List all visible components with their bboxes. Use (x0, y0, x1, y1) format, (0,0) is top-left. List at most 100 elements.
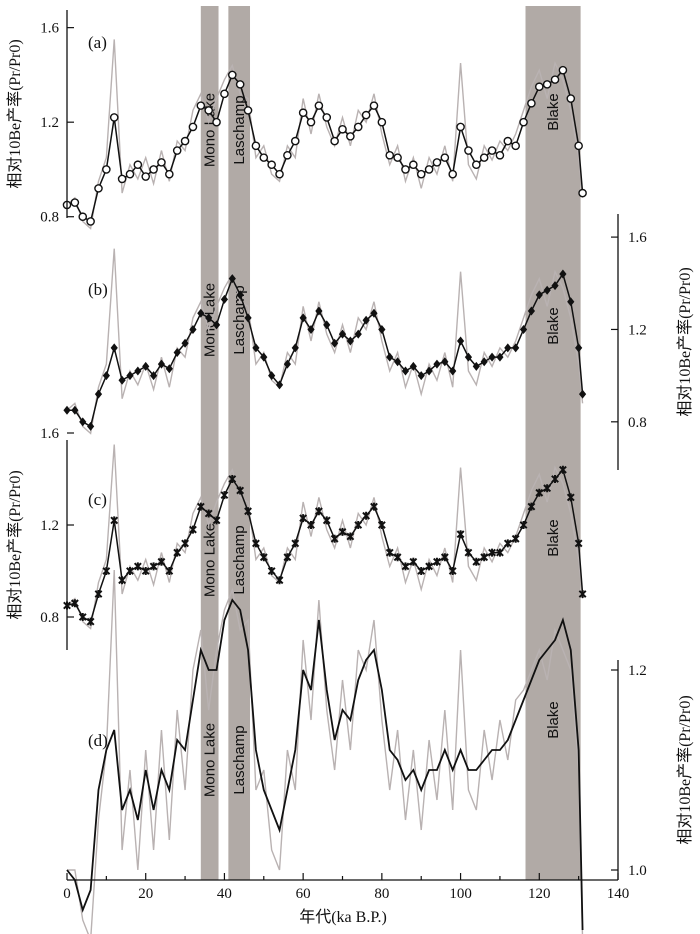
data-point (267, 160, 276, 170)
data-point (315, 306, 323, 316)
data-point (574, 539, 583, 548)
y-tick-label: 1.2 (628, 322, 647, 338)
data-point (578, 389, 587, 399)
data-point (243, 106, 253, 115)
data-point (385, 548, 394, 557)
data-point (346, 532, 355, 541)
event-label: Mono Lake (202, 523, 219, 597)
data-point (141, 172, 151, 181)
data-point (488, 352, 496, 362)
data-point (496, 548, 504, 557)
data-point (409, 557, 418, 566)
data-point (94, 590, 103, 598)
data-point (346, 336, 354, 346)
data-point (86, 217, 95, 226)
data-point (527, 502, 536, 511)
raw-series-line (66, 248, 584, 435)
data-point (227, 70, 237, 80)
data-point (259, 553, 268, 562)
data-point (86, 617, 95, 626)
data-point (566, 94, 576, 103)
data-point (558, 465, 567, 474)
data-point (511, 534, 520, 543)
data-point (173, 348, 181, 358)
data-point (125, 169, 135, 179)
data-point (275, 169, 284, 179)
data-point (196, 502, 205, 511)
data-point (188, 122, 198, 132)
data-point (575, 343, 583, 353)
data-point (370, 502, 378, 511)
data-point (535, 290, 543, 300)
data-point (267, 567, 276, 575)
data-point (149, 165, 158, 174)
data-point (291, 539, 300, 548)
data-point (314, 507, 323, 516)
data-point (141, 567, 150, 575)
y-tick-label: 1.2 (628, 663, 647, 679)
data-point (275, 576, 284, 585)
smoothed-series-line (67, 272, 584, 428)
data-point (102, 371, 110, 381)
data-point (102, 567, 111, 575)
data-point (417, 371, 425, 381)
data-point (290, 136, 300, 146)
data-point (416, 169, 426, 179)
data-point (377, 521, 386, 529)
data-point (378, 324, 386, 334)
data-point (299, 313, 307, 323)
data-point (283, 359, 291, 369)
data-point (386, 352, 394, 362)
panel-c: (c) (63, 444, 587, 630)
data-point (456, 336, 465, 346)
data-point (496, 352, 504, 362)
data-point (181, 539, 189, 548)
data-point (440, 553, 449, 562)
data-point (369, 101, 379, 110)
data-point (94, 184, 103, 193)
data-point (480, 553, 489, 562)
y-tick-label: 0.8 (40, 210, 59, 226)
smoothed-series-line (66, 598, 584, 931)
data-point (252, 343, 260, 353)
y-tick-label: 1.0 (628, 863, 647, 879)
data-point (109, 113, 119, 122)
data-point (78, 212, 88, 222)
data-point (298, 108, 308, 118)
panels: (a) (b) (c) (d) (62, 33, 587, 934)
y-axis-title: 相对10Be产率(Pr/Pr0) (676, 267, 694, 416)
data-point (370, 308, 378, 318)
data-point (504, 343, 512, 353)
data-point (134, 366, 142, 376)
data-point (543, 285, 551, 295)
data-point (283, 150, 292, 160)
data-point (441, 357, 449, 367)
data-point (440, 153, 450, 162)
x-tick-label: 40 (217, 886, 232, 902)
data-point (401, 366, 410, 376)
x-tick-label: 60 (296, 886, 311, 902)
raw-series-line (67, 569, 584, 934)
raw-series-line (66, 444, 584, 630)
data-point (236, 486, 245, 495)
data-point (578, 188, 587, 198)
event-band-laschamp (228, 6, 251, 880)
data-point (259, 153, 269, 162)
data-point (401, 165, 410, 174)
data-point (377, 117, 387, 127)
panel-label: (c) (88, 490, 107, 509)
event-label: Mono Lake (202, 723, 219, 797)
smoothed-series-line (66, 68, 584, 223)
data-point (456, 530, 465, 539)
data-point (393, 153, 402, 162)
data-point (550, 75, 560, 84)
data-point (393, 553, 402, 562)
data-point (220, 491, 229, 500)
data-point (291, 343, 299, 353)
data-point (487, 146, 497, 155)
data-point (433, 557, 441, 566)
data-point (235, 80, 245, 89)
data-point (331, 338, 339, 348)
data-point (464, 352, 473, 362)
data-point (228, 274, 236, 284)
